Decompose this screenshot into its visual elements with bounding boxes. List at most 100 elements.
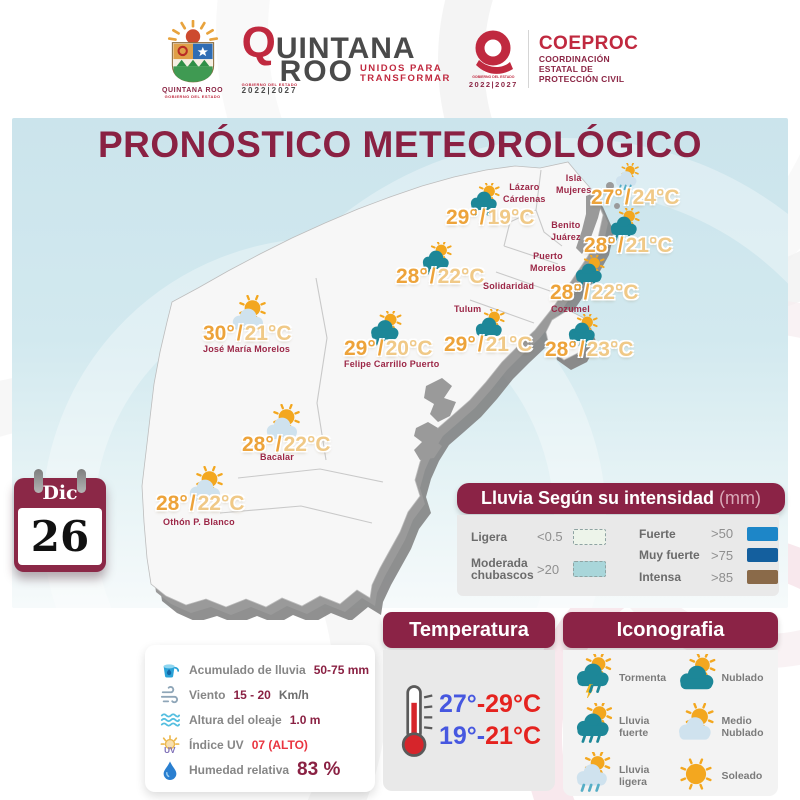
coeproc-years: 2022|2027 xyxy=(468,80,518,89)
wordmark-line1: UINTANA xyxy=(275,32,416,66)
municipality-borders xyxy=(219,169,563,524)
cozumel-island xyxy=(545,309,597,370)
condition-unit: Km/h xyxy=(278,687,309,702)
coeproc-q-icon xyxy=(475,30,514,74)
calendar-ring-icon xyxy=(77,469,86,493)
rain-legend-item: Intensa >85 xyxy=(639,570,779,585)
rain-legend-title: Lluvia Según su intensidad xyxy=(480,488,715,508)
high-temperature-range: 27°-29°C xyxy=(439,690,541,719)
iconography-label: Lluvia fuerte xyxy=(619,714,650,739)
conditions-panel: Acumulado de lluvia 50-75 mm Viento 15 - 20… xyxy=(145,645,375,792)
condition-value: 07 (ALTO) xyxy=(251,737,308,752)
condition-label: Altura del oleaje xyxy=(189,712,282,727)
weather-icon-lluvia_ligera xyxy=(571,750,615,800)
low-temperature-range: 19°-21°C xyxy=(439,721,541,750)
weather-icon-nublado xyxy=(674,651,718,703)
calendar-day: 26 xyxy=(30,512,90,561)
coeproc-name: COEPROC xyxy=(538,33,639,55)
rain-legend-body: Ligera <0.5 Moderada chubascos >20 Fuerte >5… xyxy=(457,515,779,596)
waves-icon xyxy=(159,710,181,730)
iconography-panel: Tormenta Nublado Lluvia fuerte Medio Nublad… xyxy=(563,650,778,796)
header: QUINTANA ROO GOBIERNO DEL ESTADO Q UINTA… xyxy=(0,6,800,112)
iconography-item: Lluvia fuerte xyxy=(571,700,674,752)
coat-caption: QUINTANA ROO xyxy=(161,86,224,94)
rain-legend-item-value: >75 xyxy=(711,547,734,563)
rain-intensity-swatch xyxy=(747,526,778,541)
rain-intensity-legend: Lluvia Según su intensidad (mm) Ligera <0… xyxy=(457,483,785,596)
condition-label: Índice UV xyxy=(189,737,244,752)
uv-icon: UV xyxy=(159,734,181,755)
temperature-title: Temperatura xyxy=(409,618,529,641)
drop-icon xyxy=(159,760,181,780)
calendar-ring-icon xyxy=(34,469,43,493)
quintana-roo-coat-of-arms: QUINTANA ROO GOBIERNO DEL ESTADO xyxy=(161,19,224,99)
condition-value: 15 - 20 xyxy=(233,687,271,702)
iconography-item: Nublado xyxy=(674,651,777,703)
weather-icon-medio_nublado xyxy=(674,702,718,752)
iconography-title: Iconografia xyxy=(616,618,725,641)
wordmark-tagline1: UNIDOS PARA xyxy=(359,62,443,74)
rain-legend-item-value: >85 xyxy=(711,569,734,585)
coastal-bays xyxy=(414,182,620,460)
iconography-panel-header: Iconografia xyxy=(563,612,778,648)
iconography-label: Lluvia ligera xyxy=(619,763,650,788)
rain-legend-item-value: <0.5 xyxy=(537,529,563,545)
condition-row: Viento 15 - 20 Km/h xyxy=(159,682,375,707)
temperature-panel: 27°-29°C 19°-21°C xyxy=(383,650,555,791)
condition-label: Humedad relativa xyxy=(189,762,290,777)
condition-row: Altura del oleaje 1.0 m xyxy=(159,707,375,732)
calendar: Dic 26 xyxy=(14,469,106,572)
rain-legend-item-label: Moderada chubascos xyxy=(471,555,534,583)
wordmark-q: Q xyxy=(241,18,276,68)
iconography-item: Tormenta xyxy=(571,651,674,703)
rain-intensity-swatch xyxy=(747,570,778,585)
divider xyxy=(527,30,529,88)
quintana-roo-map xyxy=(141,161,620,620)
coeproc-lockup: GOBIERNO DEL ESTADO 2022|2027 COEPROC CO… xyxy=(469,29,639,89)
wordmark-line2: ROO xyxy=(279,54,354,88)
iconography-item: Lluvia ligera xyxy=(571,750,674,800)
coat-subcaption: GOBIERNO DEL ESTADO xyxy=(164,93,221,99)
condition-row: UV Índice UV 07 (ALTO) xyxy=(159,732,375,757)
thermometer-icon xyxy=(401,684,433,757)
rain-legend-item-label: Muy fuerte xyxy=(639,548,700,563)
rain-legend-item: Moderada chubascos >20 xyxy=(471,557,639,582)
condition-row: Humedad relativa 83 % xyxy=(159,757,375,782)
wordmark-gob: GOBIERNO DEL ESTADO xyxy=(241,81,298,87)
weather-icon-tormenta xyxy=(571,651,615,703)
rain-legend-item-label: Ligera xyxy=(471,529,508,544)
weather-icon-soleado xyxy=(674,752,718,800)
rain-legend-header: Lluvia Según su intensidad (mm) xyxy=(457,483,785,514)
rain-legend-item-label: Intensa xyxy=(639,569,682,584)
rain-legend-item-label: Fuerte xyxy=(639,526,676,541)
rain-legend-item-value: >20 xyxy=(537,561,560,577)
coat-of-arms-icon xyxy=(167,19,218,82)
iconography-label: Soleado xyxy=(721,769,763,782)
rain-legend-item: Muy fuerte >75 xyxy=(639,548,779,563)
condition-label: Viento xyxy=(189,687,226,702)
wind-icon xyxy=(159,685,181,705)
calendar-month: Dic xyxy=(42,482,78,504)
rain-intensity-swatch xyxy=(747,548,778,563)
rain-legend-item: Fuerte >50 xyxy=(639,526,779,541)
condition-value: 50-75 mm xyxy=(313,662,370,677)
page-title: PRONÓSTICO METEOROLÓGICO xyxy=(97,124,703,165)
rain-gauge-icon xyxy=(159,660,181,680)
wordmark-years: 2022|2027 xyxy=(241,85,298,95)
quintana-roo-wordmark: Q UINTANA ROO UNIDOS PARA TRANSFORMAR GO… xyxy=(241,18,451,95)
weather-icon-lluvia_fuerte xyxy=(571,700,615,752)
rain-intensity-swatch xyxy=(573,561,606,578)
iconography-label: Medio Nublado xyxy=(721,714,764,739)
iconography-item: Medio Nublado xyxy=(674,702,777,752)
wordmark-tagline2: TRANSFORMAR xyxy=(359,72,451,84)
rain-legend-item-value: >50 xyxy=(711,526,734,542)
rain-legend-unit: (mm) xyxy=(719,488,762,508)
rain-legend-item: Ligera <0.5 xyxy=(471,528,639,545)
temperature-panel-header: Temperatura xyxy=(383,612,555,648)
coeproc-description: COORDINACIÓN ESTATAL DE PROTECCIÓN CIVIL xyxy=(538,54,625,84)
iconography-label: Tormenta xyxy=(619,671,667,684)
coeproc-gob: GOBIERNO DEL ESTADO xyxy=(472,75,515,79)
condition-value: 1.0 m xyxy=(289,712,321,727)
iconography-item: Soleado xyxy=(674,752,777,800)
